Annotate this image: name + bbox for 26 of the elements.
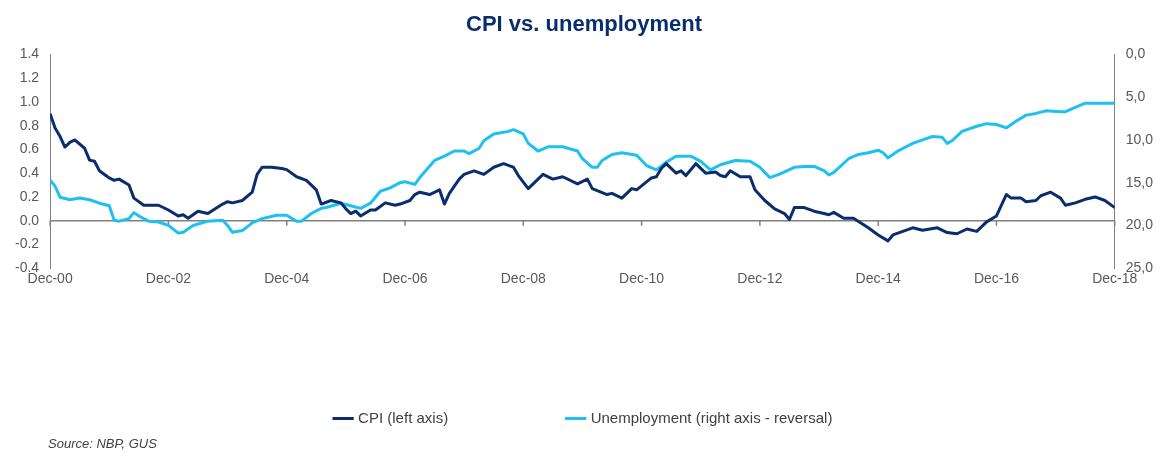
- y-tick-label: 0.8: [19, 116, 40, 133]
- y-tick-label: 1.0: [19, 92, 40, 109]
- x-tick-label: Dec-02: [145, 270, 192, 287]
- y2-tick-label: 10,0: [1125, 130, 1154, 147]
- x-tick-label: Dec-10: [619, 270, 665, 287]
- x-tick-label: Dec-08: [500, 270, 547, 287]
- chart-title: CPI vs. unemployment: [466, 11, 703, 37]
- legend-label: Unemployment (right axis - reversal): [590, 408, 833, 426]
- y2-tick-label: 0,0: [1125, 45, 1146, 62]
- y-tick-label: 0.2: [19, 187, 40, 204]
- legend-label: CPI (left axis): [358, 408, 449, 426]
- y2-tick-label: 15,0: [1125, 173, 1154, 190]
- x-tick-label: Dec-06: [382, 270, 428, 287]
- x-tick-label: Dec-16: [973, 270, 1020, 287]
- y2-tick-label: 20,0: [1125, 216, 1154, 233]
- y-tick-label: 1.4: [19, 45, 40, 62]
- y2-tick-label: 5,0: [1125, 88, 1146, 105]
- y-tick-label: 0.4: [19, 164, 40, 181]
- x-tick-label: Dec-14: [855, 270, 901, 287]
- x-tick-label: Dec-04: [264, 270, 310, 287]
- y-tick-label: -0.2: [15, 235, 40, 252]
- y-tick-label: 0.0: [19, 211, 40, 228]
- source-note: Source: NBP, GUS: [47, 436, 158, 451]
- y-tick-label: 0.6: [19, 140, 40, 157]
- x-tick-label: Dec-12: [737, 270, 783, 287]
- y-tick-label: 1.2: [19, 69, 40, 86]
